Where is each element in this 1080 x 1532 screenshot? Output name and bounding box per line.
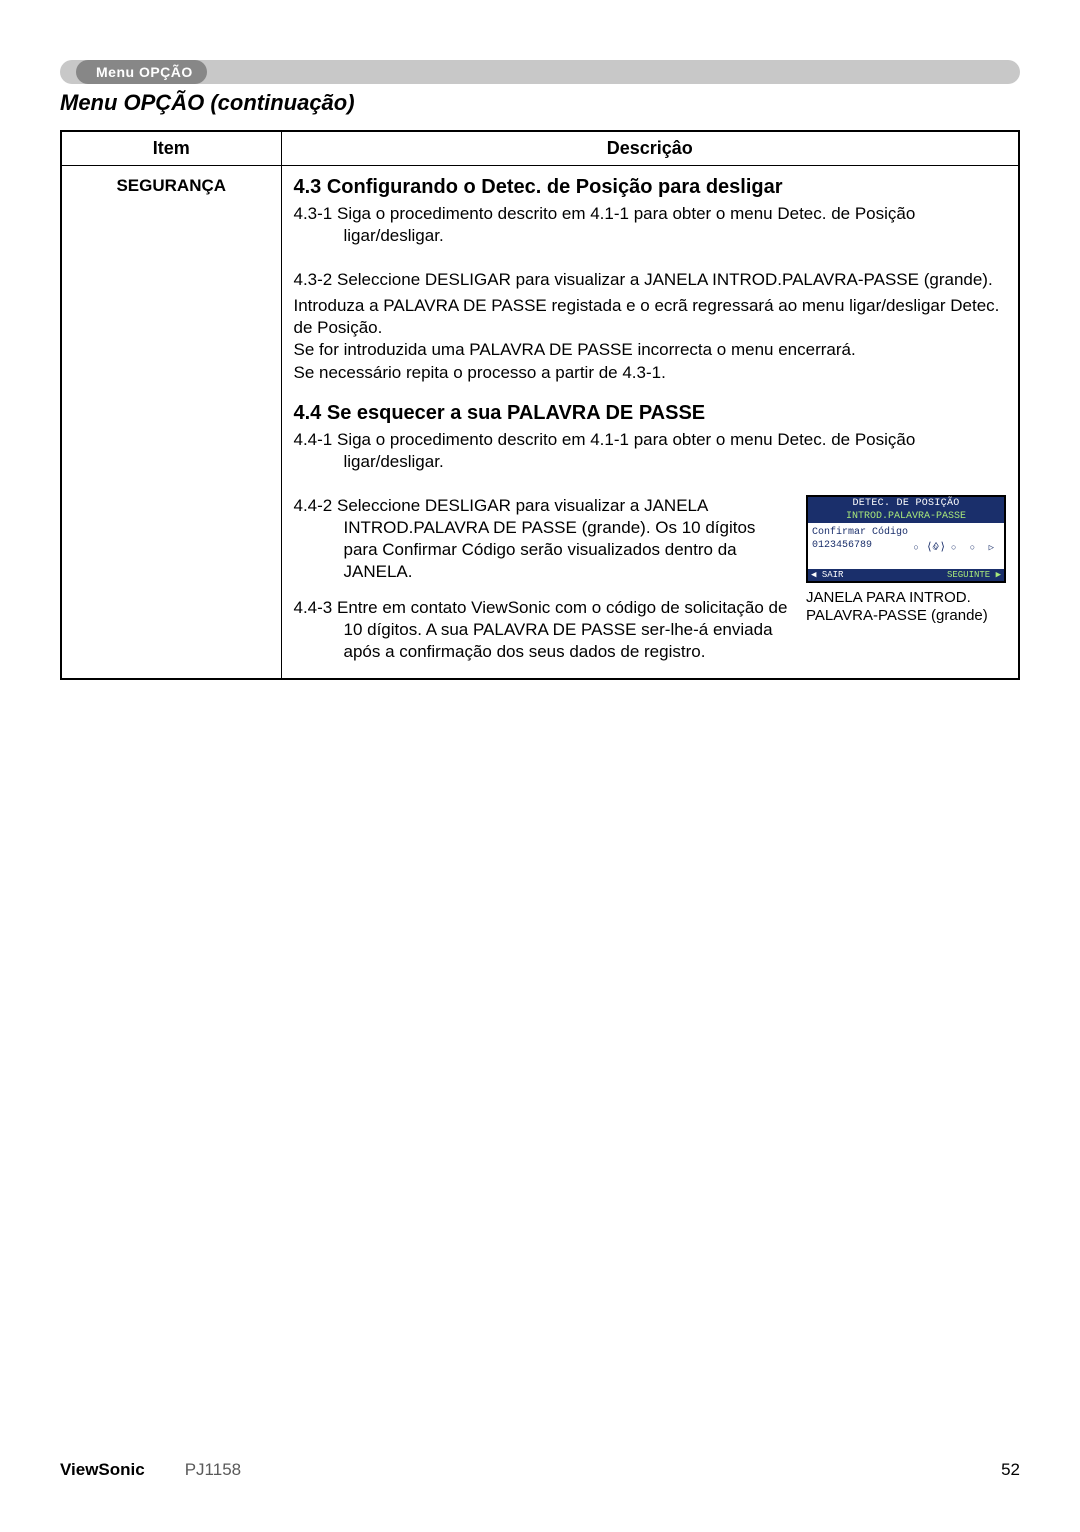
item-label: SEGURANÇA <box>61 166 281 679</box>
osd-foot-left: ◀ SAIR <box>811 570 843 580</box>
content-table: Item Descriçâo SEGURANÇA 4.3 Configurand… <box>60 130 1020 680</box>
step-4-4-1: 4.4-1 Siga o procedimento descrito em 4.… <box>294 429 1007 473</box>
header-tab-bar: Menu OPÇÃO <box>60 60 1020 84</box>
header-tab-label: Menu OPÇÃO <box>76 60 207 84</box>
page-footer: ViewSonic PJ1158 52 <box>60 1460 1020 1480</box>
osd-dialog-illustration: DETEC. DE POSIÇÃO INTROD.PALAVRA-PASSE C… <box>806 495 1006 583</box>
step-4-4-2: 4.4-2 Seleccione DESLIGAR para visualiza… <box>294 495 795 583</box>
osd-pw-slots: ○ ○ ○ ○ ▷ <box>913 543 998 555</box>
text-4-3-b: Se for introduzida uma PALAVRA DE PASSE … <box>294 339 1007 361</box>
table-header-item: Item <box>61 131 281 166</box>
osd-title-line2: INTROD.PALAVRA-PASSE <box>808 510 1004 523</box>
table-header-desc: Descriçâo <box>281 131 1019 166</box>
footer-page-number: 52 <box>1001 1460 1020 1480</box>
osd-title-line1: DETEC. DE POSIÇÃO <box>808 497 1004 510</box>
section-title: Menu OPÇÃO (continuação) <box>60 90 1020 116</box>
osd-caption: JANELA PARA INTROD. PALAVRA-PASSE (grand… <box>806 589 1006 625</box>
step-4-3-1: 4.3-1 Siga o procedimento descrito em 4.… <box>294 203 1007 247</box>
osd-foot-right: SEGUINTE ▶ <box>947 570 1001 580</box>
osd-confirm-label: Confirmar Código <box>812 526 1000 539</box>
text-4-3-c: Se necessário repita o processo a partir… <box>294 362 1007 384</box>
text-4-3-a: Introduza a PALAVRA DE PASSE registada e… <box>294 295 1007 339</box>
step-4-3-2: 4.3-2 Seleccione DESLIGAR para visualiza… <box>294 269 1007 291</box>
footer-model: PJ1158 <box>185 1460 241 1480</box>
step-4-4-3: 4.4-3 Entre em contato ViewSonic com o c… <box>294 597 795 663</box>
section-4-4-title: 4.4 Se esquecer a sua PALAVRA DE PASSE <box>294 402 1007 425</box>
footer-brand: ViewSonic <box>60 1460 145 1480</box>
description-cell: 4.3 Configurando o Detec. de Posição par… <box>281 166 1019 679</box>
section-4-3-title: 4.3 Configurando o Detec. de Posição par… <box>294 176 1007 199</box>
